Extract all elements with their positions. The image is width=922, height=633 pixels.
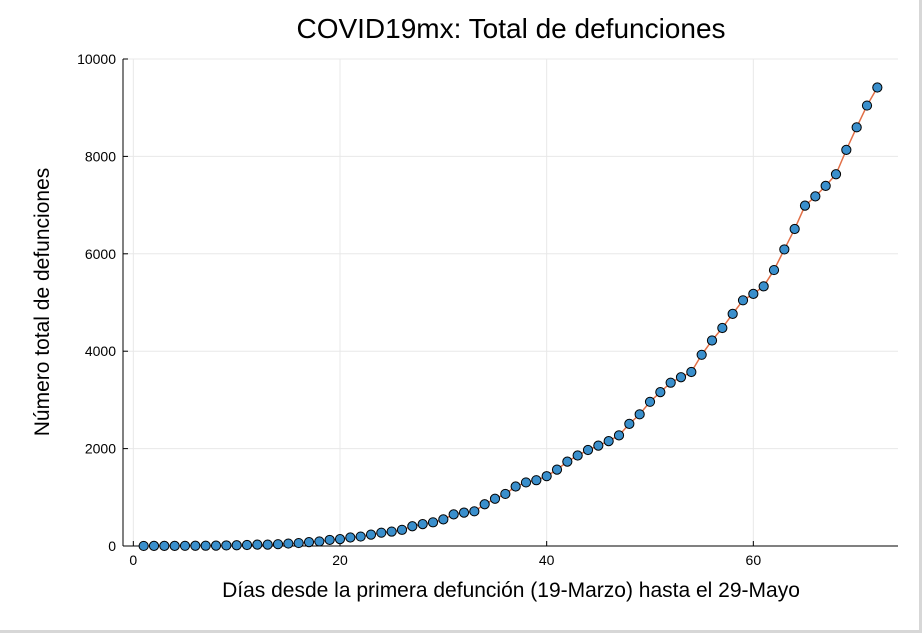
data-point <box>407 521 418 532</box>
y-tick-label: 10000 <box>77 51 116 67</box>
data-point <box>789 223 800 235</box>
data-point <box>531 475 542 486</box>
data-point <box>706 335 718 346</box>
data-point <box>861 100 873 111</box>
data-point <box>448 509 459 520</box>
data-point <box>262 539 273 550</box>
data-point <box>830 169 842 180</box>
data-point <box>696 349 707 360</box>
x-tick-label: 20 <box>332 552 348 568</box>
data-point <box>241 539 253 551</box>
data-point <box>417 519 428 530</box>
data-point <box>438 514 449 525</box>
data-point <box>169 540 180 551</box>
grid <box>123 58 898 547</box>
data-point <box>872 82 883 93</box>
data-point <box>314 536 325 547</box>
data-point <box>283 538 294 549</box>
data-point <box>572 450 583 461</box>
data-point <box>593 440 604 451</box>
data-point <box>427 517 439 528</box>
data-point <box>489 493 501 504</box>
data-point <box>510 481 521 492</box>
data-point <box>851 122 862 133</box>
data-point <box>582 444 594 456</box>
y-tick-label: 4000 <box>85 343 116 359</box>
data-point <box>148 540 160 552</box>
tick-labels: 0 20 40 60 0 2000 4000 6000 8000 10000 <box>77 51 761 568</box>
data-point <box>159 540 170 552</box>
data-point <box>365 529 377 540</box>
data-point <box>686 366 697 378</box>
data-point <box>386 526 397 537</box>
data-point <box>717 322 728 334</box>
data-point <box>272 539 284 550</box>
data-point <box>200 540 211 551</box>
data-point <box>376 527 387 538</box>
data-point <box>562 456 573 467</box>
data-point <box>334 534 346 545</box>
data-point <box>737 295 749 306</box>
axes <box>122 58 898 547</box>
data-point <box>210 540 222 551</box>
data-point <box>799 200 811 211</box>
y-tick-label: 0 <box>108 538 116 554</box>
chart-title: COVID19mx: Total de defunciones <box>296 13 725 44</box>
data-point <box>221 540 232 551</box>
data-point <box>293 537 304 549</box>
data-point <box>541 471 552 482</box>
x-tick-label: 40 <box>539 552 555 568</box>
data-point <box>469 506 480 517</box>
y-tick-label: 6000 <box>85 246 116 262</box>
data-point <box>603 436 614 447</box>
data-points <box>138 82 883 552</box>
data-point <box>779 244 790 255</box>
x-tick-label: 0 <box>129 552 137 568</box>
data-point <box>479 499 490 510</box>
data-point <box>345 532 356 543</box>
data-point <box>624 418 635 430</box>
data-point <box>303 537 315 548</box>
data-point <box>634 409 645 420</box>
data-point <box>841 144 852 155</box>
data-point <box>810 191 821 202</box>
window-right-border <box>919 0 922 633</box>
data-point <box>551 464 563 475</box>
window-bottom-border <box>0 630 922 633</box>
data-point <box>665 377 676 388</box>
data-point <box>520 477 532 488</box>
data-point <box>500 488 511 500</box>
data-point <box>190 540 201 551</box>
data-point <box>748 288 759 299</box>
y-axis-label: Número total de defunciones <box>31 168 54 437</box>
data-point <box>613 430 625 441</box>
data-point <box>252 539 263 550</box>
y-tick-label: 2000 <box>85 441 116 457</box>
data-point <box>179 540 191 551</box>
data-point <box>655 387 666 398</box>
x-axis-label: Días desde la primera defunción (19-Marz… <box>222 579 800 602</box>
data-point <box>758 281 769 292</box>
data-point <box>231 540 242 551</box>
data-point <box>396 524 408 535</box>
x-tick-label: 60 <box>746 552 762 568</box>
data-point <box>324 534 335 546</box>
data-point <box>355 531 366 542</box>
y-tick-label: 8000 <box>85 148 116 164</box>
data-point <box>644 396 656 407</box>
data-point <box>768 264 780 276</box>
data-point <box>458 507 470 518</box>
data-point <box>820 180 831 192</box>
data-point <box>675 372 687 383</box>
data-point <box>727 308 738 319</box>
data-point <box>138 540 149 552</box>
